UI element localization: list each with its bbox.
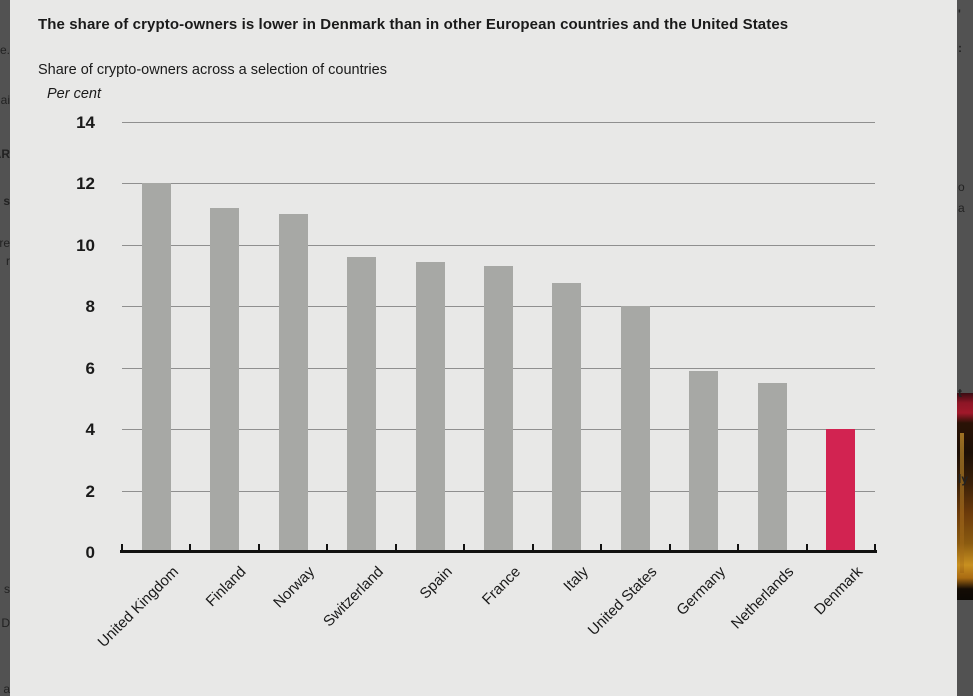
bar-germany bbox=[689, 371, 718, 552]
bar-spain bbox=[416, 262, 445, 552]
bar-finland bbox=[210, 208, 239, 552]
y-tick-label-10: 10 bbox=[76, 236, 95, 255]
edge-text-fragment: re bbox=[0, 236, 10, 250]
bar-italy bbox=[552, 283, 581, 552]
x-axis-tick bbox=[121, 544, 123, 550]
x-axis-tick bbox=[669, 544, 671, 550]
x-tick-label-germany: Germany bbox=[673, 563, 730, 619]
y-tick-label-14: 14 bbox=[76, 113, 95, 132]
x-tick-label-united-kingdom: United Kingdom bbox=[94, 563, 182, 651]
edge-text-fragment: s bbox=[4, 582, 10, 596]
edge-text-fragment: e. bbox=[0, 43, 10, 57]
edge-text-fragment: AR bbox=[0, 147, 10, 161]
y-tick-label-6: 6 bbox=[85, 359, 95, 378]
x-tick-label-spain: Spain bbox=[416, 563, 456, 603]
y-tick-label-4: 4 bbox=[85, 420, 95, 439]
edge-text-fragment: : bbox=[958, 41, 962, 55]
bar-france bbox=[484, 266, 513, 552]
x-axis-tick bbox=[600, 544, 602, 550]
bar-netherlands bbox=[758, 383, 787, 552]
x-tick-label-united-states: United States bbox=[585, 563, 661, 639]
bar-norway bbox=[279, 214, 308, 552]
y-tick-label-0: 0 bbox=[85, 543, 95, 562]
x-tick-label-netherlands: Netherlands bbox=[728, 563, 798, 633]
x-tick-label-france: France bbox=[478, 563, 524, 609]
edge-text-fragment: ' bbox=[958, 7, 961, 21]
chart-title: The share of crypto-owners is lower in D… bbox=[38, 16, 789, 33]
y-tick-label-12: 12 bbox=[76, 174, 95, 193]
edge-text-fragment: r bbox=[6, 254, 10, 268]
x-axis-line bbox=[120, 550, 877, 553]
bar-switzerland bbox=[347, 257, 376, 552]
x-axis-tick bbox=[737, 544, 739, 550]
x-tick-label-finland: Finland bbox=[203, 563, 251, 611]
x-tick-label-denmark: Denmark bbox=[811, 563, 867, 619]
edge-text-fragment: a bbox=[958, 201, 965, 215]
edge-text-fragment: s bbox=[3, 194, 10, 208]
x-axis-tick bbox=[189, 544, 191, 550]
y-tick-label-8: 8 bbox=[85, 297, 95, 316]
x-axis-tick bbox=[532, 544, 534, 550]
x-axis-tick bbox=[258, 544, 260, 550]
bar-united-kingdom bbox=[142, 183, 171, 552]
bar-united-states bbox=[621, 306, 650, 552]
y-tick-label-2: 2 bbox=[85, 482, 95, 501]
x-tick-label-norway: Norway bbox=[270, 563, 319, 612]
x-axis-tick bbox=[395, 544, 397, 550]
chart-subtitle: Share of crypto-owners across a selectio… bbox=[38, 62, 387, 78]
cropped-photo-thumbnail bbox=[957, 393, 973, 600]
edge-text-fragment: D bbox=[1, 616, 10, 630]
gridline-12 bbox=[122, 183, 875, 184]
edge-text-fragment: o bbox=[958, 180, 965, 194]
x-axis-tick bbox=[874, 544, 876, 550]
gridline-10 bbox=[122, 245, 875, 246]
x-axis-tick bbox=[326, 544, 328, 550]
viewer-left-edge-strip: e. ai AR s re r s Da bbox=[0, 0, 10, 696]
x-tick-label-italy: Italy bbox=[560, 563, 593, 595]
edge-text-fragment: ai bbox=[0, 93, 10, 107]
figure-panel: The share of crypto-owners is lower in D… bbox=[10, 0, 957, 696]
y-axis-unit-label: Per cent bbox=[47, 86, 101, 102]
edge-text-fragment: ly bbox=[958, 472, 969, 486]
edge-text-fragment: t bbox=[958, 386, 962, 400]
x-axis-tick bbox=[463, 544, 465, 550]
edge-text-fragment: a bbox=[3, 682, 10, 696]
viewer-right-edge-strip: ': o a t ly bbox=[957, 0, 973, 696]
x-axis-tick bbox=[806, 544, 808, 550]
bar-chart-plot-area: 0 2 4 6 8 10 12 14 United Kingdom Finland Norway Sw… bbox=[10, 0, 957, 696]
x-tick-label-switzerland: Switzerland bbox=[320, 563, 387, 631]
gridline-14 bbox=[122, 122, 875, 123]
bar-denmark bbox=[826, 429, 855, 552]
